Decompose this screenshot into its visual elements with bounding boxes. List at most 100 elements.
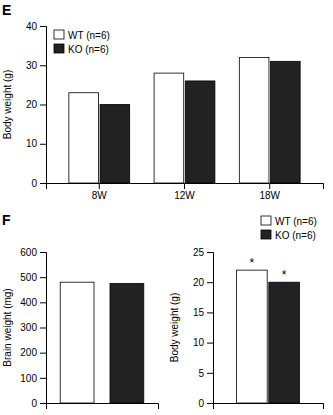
legend: WT (n=6) KO (n=6)	[54, 30, 110, 55]
tick-label: 10	[193, 337, 205, 348]
bar	[60, 282, 94, 403]
y-axis: 010203040	[26, 21, 47, 189]
tick-mark	[269, 183, 270, 189]
y-tick: 100	[20, 373, 46, 384]
tick-label: 100	[20, 373, 37, 384]
bar	[110, 283, 144, 403]
x-tick: 8W	[92, 183, 108, 201]
y-tick: 600	[20, 247, 46, 258]
annotation: *	[250, 256, 255, 270]
tick-mark	[40, 353, 46, 354]
tick-mark	[207, 252, 213, 253]
legend-swatch	[261, 216, 271, 225]
tick-label: 15	[193, 307, 205, 318]
tick-label: 20	[193, 277, 205, 288]
legend-label: KO (n=6)	[68, 44, 109, 55]
y-tick: 10	[26, 138, 46, 149]
y-tick: 40	[26, 21, 46, 32]
bar	[69, 93, 99, 183]
tick-mark	[40, 277, 46, 278]
y-tick: 0	[31, 178, 46, 189]
x-axis	[214, 404, 324, 410]
bar	[269, 282, 300, 403]
legend-item: WT (n=6)	[54, 30, 110, 41]
y-tick: 0	[31, 398, 46, 409]
tick-mark	[184, 183, 185, 189]
tick-label: 0	[31, 398, 37, 409]
bar	[154, 73, 184, 183]
y-axis: 0 5 10 15 20 25	[193, 247, 214, 409]
bar	[185, 81, 215, 183]
y-tick: 15	[193, 307, 213, 318]
axis-line	[40, 253, 47, 404]
tick-mark	[40, 403, 46, 404]
tick-mark	[40, 144, 46, 145]
axis-line	[40, 27, 47, 184]
bar	[100, 105, 130, 184]
tick-mark	[40, 302, 46, 303]
tick-label: 40	[26, 21, 38, 32]
axis-line	[47, 184, 324, 190]
tick-mark	[207, 343, 213, 344]
bar	[237, 270, 268, 403]
tick-label: 10	[26, 138, 38, 149]
tick-label: 200	[20, 347, 37, 358]
axis-title: Brain weight (mg)	[2, 288, 13, 366]
figure: 0 10 20 30 40 8W 12W 18W Body weight (g) E WT (n=6…	[0, 0, 333, 415]
y-tick: 5	[198, 368, 213, 379]
x-axis	[47, 404, 159, 410]
legend-item: KO (n=6)	[54, 44, 109, 55]
tick-mark	[99, 183, 100, 189]
panel: 0102030408W12W18WBody weight (g)EWT (n=6…	[2, 2, 324, 201]
tick-label: 500	[20, 272, 37, 283]
y-tick: 500	[20, 272, 46, 283]
legend-swatch	[54, 30, 64, 39]
tick-mark	[40, 328, 46, 329]
tick-label: 0	[198, 398, 204, 409]
y-tick: 20	[193, 277, 213, 288]
y-tick: 10	[193, 337, 213, 348]
bars	[69, 57, 300, 183]
x-tick: 18W	[259, 183, 280, 201]
tick-mark	[40, 183, 46, 184]
legend-item: KO (n=6)	[261, 230, 316, 241]
tick-label: 18W	[259, 190, 280, 201]
title: E	[2, 2, 11, 18]
tick-label: 600	[20, 247, 37, 258]
legend: WT (n=6) KO (n=6)	[261, 216, 317, 241]
legend-label: WT (n=6)	[68, 30, 110, 41]
y-tick: 30	[26, 60, 46, 71]
tick-mark	[40, 252, 46, 253]
axis-line	[207, 253, 214, 404]
tick-mark	[207, 403, 213, 404]
tick-label: 0	[31, 178, 37, 189]
tick-mark	[207, 373, 213, 374]
tick-label: 30	[26, 60, 38, 71]
axis-title: Body weight (g)	[169, 293, 180, 362]
legend-item: WT (n=6)	[261, 216, 317, 227]
y-tick: 25	[193, 247, 213, 258]
x-axis: 8W 12W 18W	[47, 183, 324, 201]
tick-label: 400	[20, 297, 37, 308]
panel: 0 5 10 15 20 25 Body weight (g) * * WT (n=6) KO (n…	[169, 216, 324, 410]
tick-label: 25	[193, 247, 205, 258]
legend-swatch	[54, 44, 64, 53]
tick-label: 12W	[174, 190, 195, 201]
legend-swatch	[261, 230, 271, 239]
bar	[239, 57, 269, 183]
y-tick: 400	[20, 297, 46, 308]
x-tick: 12W	[174, 183, 195, 201]
tick-mark	[40, 26, 46, 27]
annotation: *	[282, 268, 287, 282]
title: F	[2, 212, 11, 228]
bars	[60, 282, 144, 403]
tick-label: 300	[20, 322, 37, 333]
tick-mark	[40, 105, 46, 106]
axis-line	[214, 404, 324, 410]
legend-label: KO (n=6)	[275, 230, 316, 241]
y-tick: 200	[20, 347, 46, 358]
axis-title: Body weight (g)	[2, 70, 13, 139]
tick-mark	[207, 282, 213, 283]
legend-label: WT (n=6)	[275, 216, 317, 227]
y-tick: 300	[20, 322, 46, 333]
